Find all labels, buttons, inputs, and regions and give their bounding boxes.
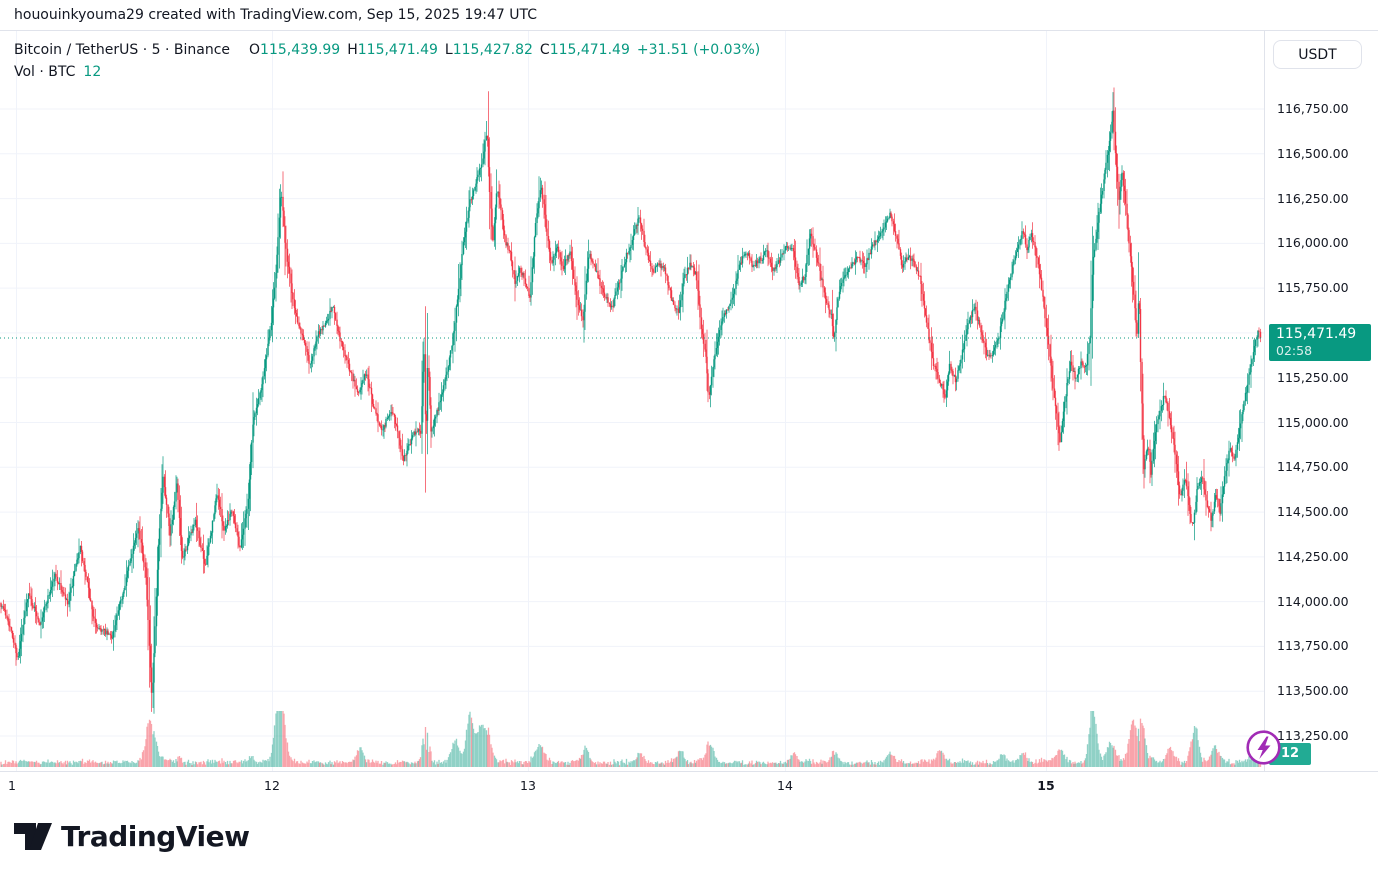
boost-lightning-icon[interactable] bbox=[1245, 729, 1282, 766]
close-label: C bbox=[539, 42, 550, 58]
symbol-title[interactable]: Bitcoin / TetherUS · 5 · Binance bbox=[14, 42, 231, 58]
time-axis[interactable]: 1 12 13 14 15 bbox=[0, 771, 1378, 800]
price-axis-label: 116,000.00 bbox=[1277, 235, 1349, 251]
low-label: L bbox=[444, 42, 453, 58]
close-value: 115,471.49 bbox=[549, 42, 630, 58]
currency-toggle-button[interactable]: USDT bbox=[1273, 40, 1362, 69]
chart-frame: Bitcoin / TetherUS · 5 · Binance O115,439… bbox=[0, 30, 1378, 800]
high-label: H bbox=[347, 42, 358, 58]
lightning-icon bbox=[1246, 730, 1281, 765]
attribution-text: hououinkyouma29 created with TradingView… bbox=[14, 7, 537, 23]
price-axis-label: 113,500.00 bbox=[1277, 683, 1349, 699]
price-axis-label: 113,250.00 bbox=[1277, 728, 1349, 743]
time-axis-label: 14 bbox=[777, 778, 793, 793]
price-axis-label: 114,000.00 bbox=[1277, 593, 1349, 609]
price-axis-label: 116,250.00 bbox=[1277, 190, 1349, 206]
tradingview-logo-mark bbox=[14, 823, 52, 850]
symbol-legend-row: Bitcoin / TetherUS · 5 · Binance O115,439… bbox=[14, 40, 760, 60]
volume-legend-row: Vol · BTC 12 bbox=[14, 62, 760, 82]
current-price-badge: 115,471.49 02:58 bbox=[1269, 324, 1371, 362]
candlestick-chart[interactable] bbox=[0, 31, 1265, 771]
price-axis-label: 115,750.00 bbox=[1277, 280, 1349, 296]
time-axis-label: 12 bbox=[264, 778, 280, 793]
open-label: O bbox=[249, 42, 261, 58]
tradingview-wordmark: TradingView bbox=[61, 820, 250, 853]
chart-legend: Bitcoin / TetherUS · 5 · Binance O115,439… bbox=[14, 40, 760, 84]
price-axis-label: 115,250.00 bbox=[1277, 369, 1349, 385]
price-axis-label: 114,750.00 bbox=[1277, 459, 1349, 475]
volume-value: 12 bbox=[83, 64, 102, 80]
price-axis-label: 115,000.00 bbox=[1277, 414, 1349, 430]
high-value: 115,471.49 bbox=[357, 42, 438, 58]
low-value: 115,427.82 bbox=[452, 42, 533, 58]
price-axis-label: 116,750.00 bbox=[1277, 101, 1349, 116]
footer: TradingView bbox=[0, 800, 1378, 874]
bar-countdown: 02:58 bbox=[1276, 343, 1313, 359]
time-axis-label: 1 bbox=[8, 778, 16, 793]
time-axis-label: 13 bbox=[520, 778, 536, 793]
price-change: +31.51 (+0.03%) bbox=[636, 42, 761, 58]
price-chart-pane[interactable]: Bitcoin / TetherUS · 5 · Binance O115,439… bbox=[0, 31, 1265, 771]
tradingview-logo[interactable]: TradingView bbox=[14, 820, 250, 853]
open-value: 115,439.99 bbox=[260, 42, 341, 58]
price-axis-label: 113,750.00 bbox=[1277, 638, 1349, 654]
price-axis-label: 116,500.00 bbox=[1277, 145, 1349, 161]
price-axis[interactable]: USDT 116,750.00 116,500.00 116,250.00 116,0… bbox=[1265, 31, 1378, 771]
time-axis-label: 15 bbox=[1037, 778, 1055, 793]
price-axis-label: 114,500.00 bbox=[1277, 504, 1349, 520]
price-axis-label: 114,250.00 bbox=[1277, 548, 1349, 564]
volume-label[interactable]: Vol · BTC bbox=[14, 64, 76, 80]
current-price-value: 115,471.49 bbox=[1276, 326, 1357, 343]
